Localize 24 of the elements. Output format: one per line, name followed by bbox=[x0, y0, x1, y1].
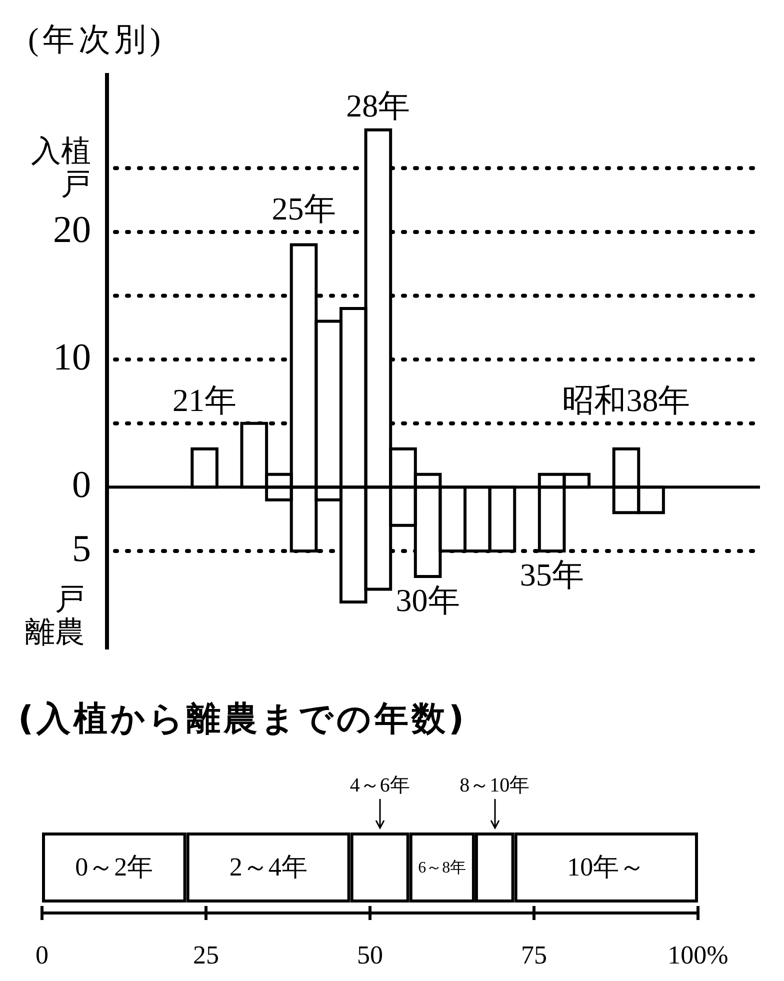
x-tick-label: 21年 bbox=[172, 382, 237, 418]
series-label: 10年～ bbox=[567, 852, 646, 882]
chart-title: (入植から離農までの年数) bbox=[18, 698, 468, 741]
series-label: 2～4年 bbox=[229, 852, 308, 882]
x-tick-label: 75 bbox=[521, 940, 547, 970]
x-tick-label: 28年 bbox=[346, 87, 410, 124]
chart-title: (年次別) bbox=[28, 20, 165, 59]
y-axis-title: 入植戸 bbox=[30, 135, 91, 202]
y-tick-label: 5 bbox=[72, 528, 91, 570]
x-tick-label: 昭和38年 bbox=[562, 382, 690, 418]
series-label: 0～2年 bbox=[75, 852, 154, 882]
y-tick-label: 20 bbox=[53, 208, 91, 251]
x-tick-label: 25 bbox=[193, 940, 219, 970]
text: 戸離農 bbox=[24, 583, 85, 650]
x-tick-label: 50 bbox=[357, 940, 383, 970]
x-tick-label: 100% bbox=[668, 940, 728, 970]
series-label: 8～10年 bbox=[460, 774, 530, 796]
series-label: 4～6年 bbox=[350, 774, 410, 796]
y-tick-label: 0 bbox=[72, 464, 91, 506]
x-tick-label: 30年 bbox=[396, 582, 460, 618]
y-tick-label: 10 bbox=[53, 336, 91, 379]
series-label: 6～8年 bbox=[418, 860, 466, 877]
x-tick-label: 35年 bbox=[520, 556, 584, 592]
x-tick-label: 25年 bbox=[272, 190, 336, 226]
